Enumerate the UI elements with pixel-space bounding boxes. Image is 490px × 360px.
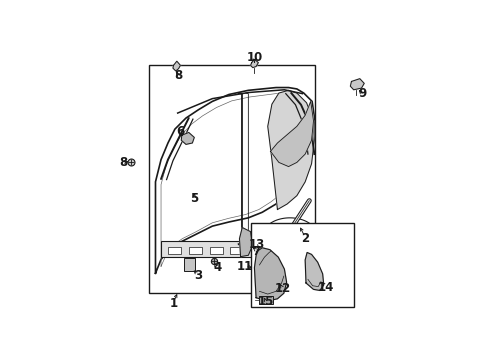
Polygon shape: [173, 61, 180, 71]
Text: 4: 4: [214, 261, 222, 274]
Text: 11: 11: [237, 260, 253, 273]
Polygon shape: [181, 132, 195, 144]
Text: 8: 8: [120, 156, 128, 169]
Text: 8: 8: [174, 68, 183, 82]
Text: 2: 2: [301, 232, 309, 245]
Text: 3: 3: [194, 269, 202, 282]
Bar: [184, 258, 195, 271]
Polygon shape: [350, 79, 364, 90]
Polygon shape: [270, 102, 314, 167]
Text: 12: 12: [275, 282, 291, 295]
Bar: [148, 66, 315, 293]
Text: 15: 15: [258, 295, 274, 308]
Text: 13: 13: [248, 238, 265, 251]
Polygon shape: [305, 252, 324, 291]
Bar: [251, 223, 354, 307]
Bar: [259, 296, 273, 304]
Bar: [210, 247, 223, 255]
Text: 14: 14: [318, 281, 334, 294]
Text: 9: 9: [358, 87, 366, 100]
Text: 1: 1: [170, 297, 177, 310]
Polygon shape: [254, 248, 287, 301]
Text: 10: 10: [246, 50, 263, 64]
Text: 7: 7: [253, 244, 261, 258]
Polygon shape: [250, 59, 258, 68]
Bar: [230, 247, 244, 255]
Text: 5: 5: [190, 192, 198, 205]
Polygon shape: [240, 228, 252, 257]
Polygon shape: [268, 90, 314, 210]
Text: 6: 6: [176, 125, 185, 138]
Bar: [161, 242, 287, 257]
Bar: [251, 247, 265, 255]
Bar: [168, 247, 181, 255]
Bar: [189, 247, 202, 255]
